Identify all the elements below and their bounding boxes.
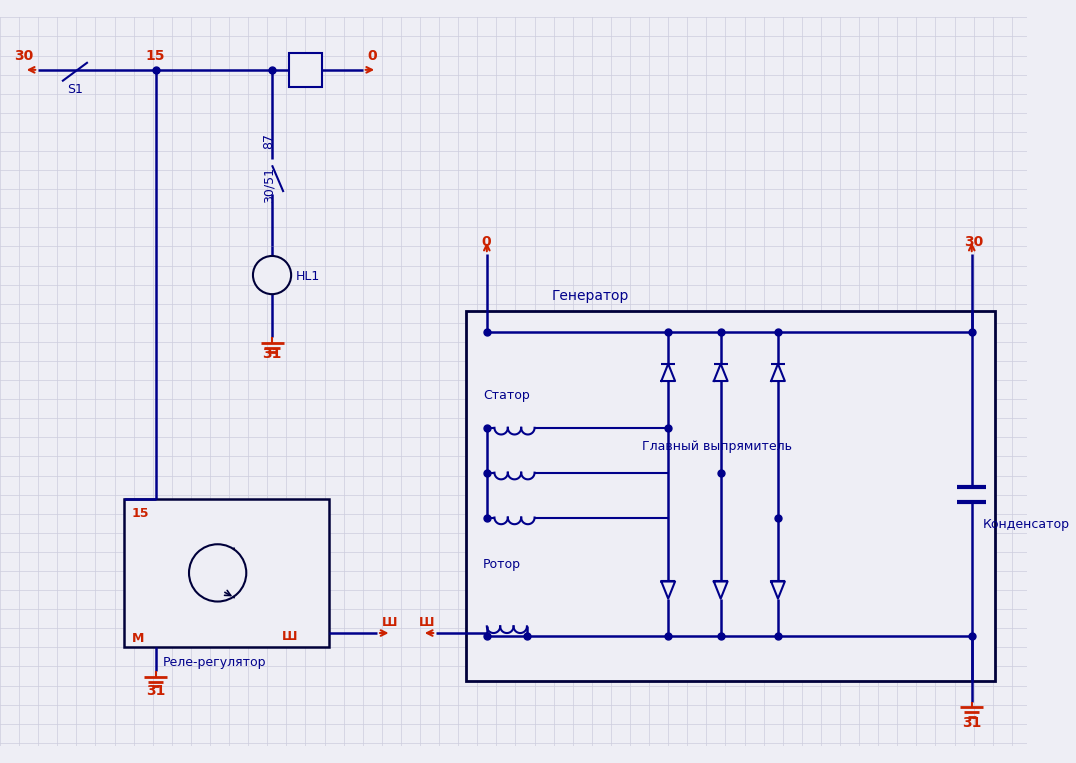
- Text: М: М: [131, 632, 144, 645]
- Text: 0: 0: [368, 50, 377, 63]
- Bar: [466, 311, 994, 681]
- Bar: [124, 500, 329, 647]
- Text: 15: 15: [131, 507, 150, 520]
- Text: 87: 87: [263, 133, 275, 149]
- Text: 30: 30: [964, 236, 983, 250]
- Text: Ротор: Ротор: [483, 558, 521, 571]
- Text: Ш: Ш: [282, 629, 297, 642]
- Text: 30: 30: [14, 50, 33, 63]
- Circle shape: [189, 544, 246, 601]
- Text: S1: S1: [67, 82, 83, 95]
- Text: 31: 31: [146, 684, 166, 698]
- Bar: [289, 53, 322, 87]
- Circle shape: [253, 256, 292, 295]
- Text: Генератор: Генератор: [552, 289, 629, 303]
- Text: 15: 15: [146, 50, 166, 63]
- Text: 31: 31: [263, 347, 282, 361]
- Text: 30/51: 30/51: [263, 167, 275, 204]
- Text: 0: 0: [481, 236, 491, 250]
- Text: Реле-регулятор: Реле-регулятор: [162, 656, 266, 669]
- Text: Ш: Ш: [419, 617, 435, 629]
- Text: 31: 31: [962, 716, 981, 729]
- Text: HL1: HL1: [296, 270, 321, 283]
- Text: Статор: Статор: [483, 389, 529, 402]
- Text: Конденсатор: Конденсатор: [983, 518, 1071, 531]
- Text: Ш: Ш: [382, 617, 397, 629]
- Text: Главный выпрямитель: Главный выпрямитель: [642, 439, 792, 452]
